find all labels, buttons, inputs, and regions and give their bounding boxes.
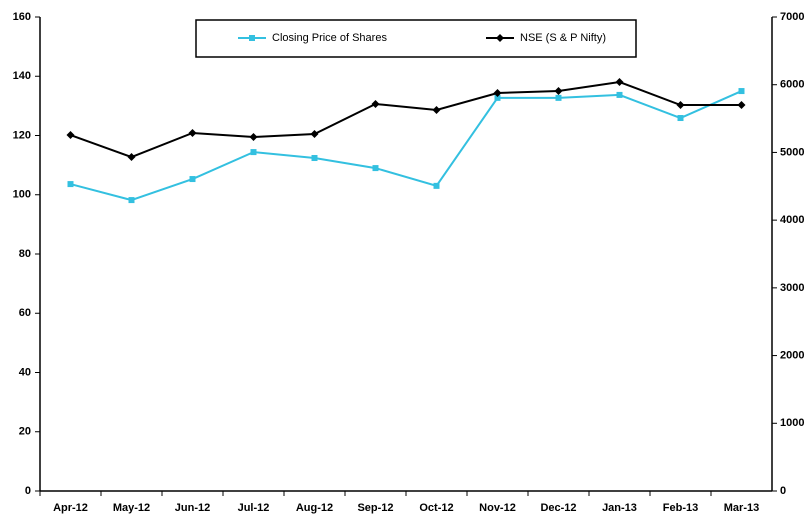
legend-label: Closing Price of Shares [272,32,387,44]
x-tick-label: Dec-12 [540,502,576,514]
x-tick-label: Apr-12 [53,502,88,514]
marker [188,128,197,137]
marker [371,100,380,109]
x-tick-label: Aug-12 [296,502,333,514]
marker [311,155,318,162]
marker [372,165,379,172]
marker [250,149,257,156]
y2-tick-label: 2000 [780,349,804,361]
x-tick-label: Mar-13 [724,502,759,514]
series-line [70,90,742,202]
y2-tick-label: 3000 [780,282,804,294]
series-line [70,80,742,159]
marker [616,91,623,98]
marker [67,181,74,188]
marker [737,101,746,110]
marker [493,88,502,97]
x-tick-label: Jan-13 [602,502,637,514]
x-tick-label: Jun-12 [175,502,210,514]
marker [127,153,136,162]
legend-label: NSE (S & P Nifty) [520,32,606,44]
marker [738,88,745,95]
marker [433,182,440,189]
y2-tick-label: 6000 [780,79,804,91]
y-tick-label: 20 [19,426,31,438]
x-tick-label: May-12 [113,502,150,514]
y-tick-label: 100 [13,189,31,201]
y2-tick-label: 4000 [780,214,804,226]
y2-tick-label: 5000 [780,146,804,158]
legend-box [195,19,637,58]
marker [310,130,319,139]
marker [189,176,196,183]
x-tick-label: Oct-12 [419,502,453,514]
x-tick-label: Jul-12 [238,502,270,514]
y-tick-label: 120 [13,129,31,141]
y-tick-label: 80 [19,248,31,260]
y2-tick-label: 1000 [780,417,804,429]
y2-tick-label: 0 [780,485,786,497]
marker [677,115,684,122]
marker [555,94,562,101]
marker [128,197,135,204]
y-tick-label: 40 [19,366,31,378]
marker [676,101,685,110]
y-tick-label: 140 [13,70,31,82]
marker [494,94,501,101]
marker [554,87,563,96]
marker [432,105,441,114]
y2-tick-label: 7000 [780,11,804,23]
y-tick-label: 60 [19,307,31,319]
x-tick-label: Sep-12 [357,502,393,514]
marker [615,78,624,87]
x-tick-label: Feb-13 [663,502,698,514]
marker [249,132,258,141]
y-tick-label: 0 [25,485,31,497]
marker [66,131,75,140]
marker [249,35,255,41]
marker [496,34,504,42]
y-tick-label: 160 [13,11,31,23]
x-tick-label: Nov-12 [479,502,516,514]
